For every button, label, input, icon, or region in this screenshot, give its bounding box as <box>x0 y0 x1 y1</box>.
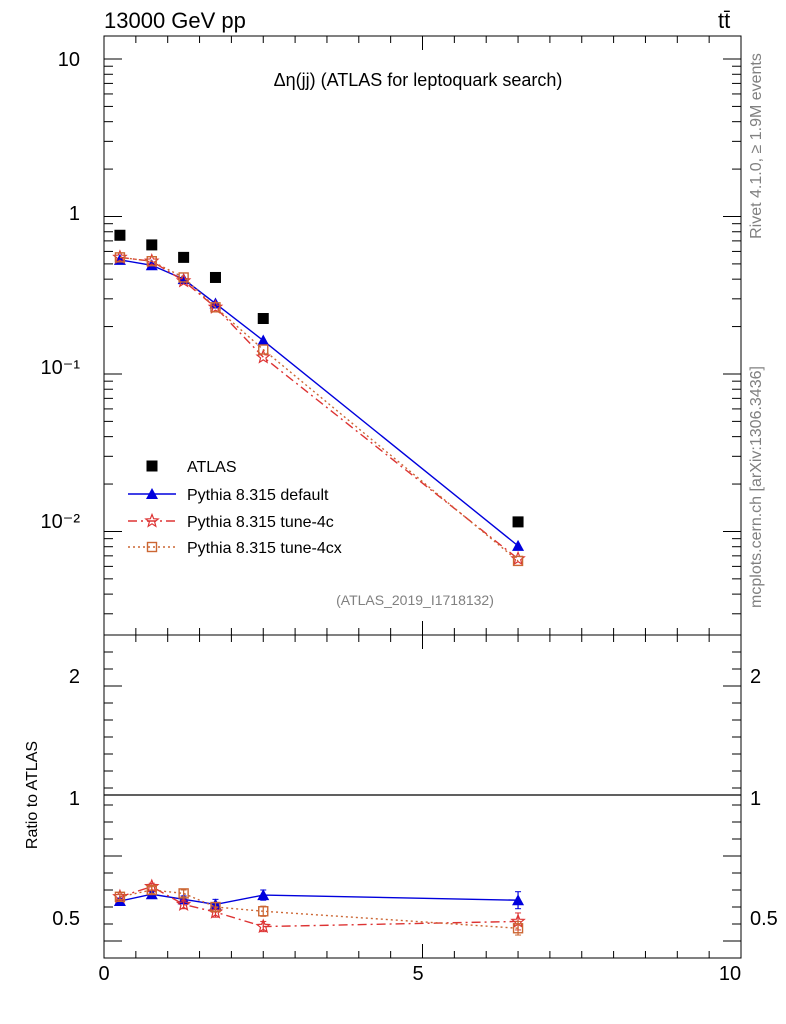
ratio-point-pythia-8-315-tune-4c <box>175 896 192 912</box>
ratio-y-tick-label: 0.5 <box>52 908 80 930</box>
x-tick-label: 5 <box>412 963 423 985</box>
ratio-panel-frame <box>103 634 742 959</box>
chart-title: Δη(jj) (ATLAS for leptoquark search) <box>274 70 563 90</box>
data-point-atlas <box>512 516 524 528</box>
series-line-pythia-8-315-tune-4cx <box>119 256 519 562</box>
ratio-series-group <box>112 878 526 936</box>
main-axis-ticks <box>103 36 742 635</box>
legend: ATLAS Pythia 8.315 default Pythia 8.315 … <box>128 459 342 557</box>
data-point-pythia-8-315-tune-4cx <box>178 272 189 283</box>
ratio-y-tick-label-right: 0.5 <box>750 908 778 930</box>
y-tick-label: 10⁻¹ <box>41 357 81 379</box>
series-line-pythia-8-315-default <box>119 259 519 547</box>
data-point-atlas <box>178 251 190 263</box>
legend-label-tune-4c: Pythia 8.315 tune-4c <box>187 514 334 531</box>
legend-marker-pythia-8-315-default <box>146 488 158 499</box>
ratio-y-tick-label: 2 <box>69 666 80 688</box>
collision-label: 13000 GeV pp <box>104 8 246 33</box>
main-series-group <box>112 229 526 567</box>
ratio-point-pythia-8-315-default <box>512 894 525 906</box>
ratio-line-pythia-8-315-tune-4c <box>119 885 519 928</box>
ratio-point-pythia-8-315-tune-4cx <box>210 901 221 913</box>
data-point-pythia-8-315-tune-4cx <box>146 256 157 267</box>
x-tick-label: 10 <box>719 963 741 985</box>
legend-label-tune-4cx: Pythia 8.315 tune-4cx <box>187 540 342 557</box>
y-tick-label: 10 <box>58 49 80 71</box>
data-point-pythia-8-315-tune-4c <box>255 348 272 364</box>
ratio-point-pythia-8-315-tune-4cx <box>512 923 524 934</box>
y-tick-label: 1 <box>69 203 80 225</box>
rivet-version-label: Rivet 4.1.0, ≥ 1.9M events <box>748 53 765 239</box>
ratio-point-pythia-8-315-default <box>257 889 270 901</box>
ratio-axis-ticks <box>103 635 742 958</box>
ratio-point-pythia-8-315-tune-4cx <box>258 906 269 917</box>
ratio-y-tick-label-right: 1 <box>750 788 761 810</box>
ratio-point-pythia-8-315-tune-4cx <box>178 888 189 899</box>
data-point-pythia-8-315-default <box>257 334 270 346</box>
data-point-pythia-8-315-tune-4cx <box>210 302 221 313</box>
legend-label-atlas: ATLAS <box>187 459 237 476</box>
data-point-pythia-8-315-default <box>145 259 158 271</box>
legend-marker-pythia-8-315-tune-4cx <box>146 541 158 553</box>
legend-label-default: Pythia 8.315 default <box>187 487 329 504</box>
ratio-point-pythia-8-315-default <box>113 895 126 907</box>
ratio-axis-label: Ratio to ATLAS <box>24 741 41 849</box>
data-point-atlas <box>114 229 126 241</box>
process-label: tt̄ <box>718 8 730 33</box>
ratio-point-pythia-8-315-tune-4cx <box>146 884 157 896</box>
data-point-pythia-8-315-tune-4cx <box>114 252 126 263</box>
ratio-point-pythia-8-315-tune-4c <box>255 918 272 934</box>
data-point-pythia-8-315-default <box>512 539 525 551</box>
mcplots-source-label: mcplots.cern.ch [arXiv:1306.3436] <box>748 366 765 608</box>
legend-marker-pythia-8-315-tune-4c <box>144 512 160 528</box>
data-point-pythia-8-315-tune-4cx <box>512 555 524 567</box>
data-point-atlas <box>257 313 269 325</box>
ratio-line-pythia-8-315-tune-4cx <box>119 889 519 929</box>
data-point-atlas <box>146 239 158 251</box>
ratio-line-pythia-8-315-default <box>119 893 519 906</box>
data-point-pythia-8-315-tune-4cx <box>258 344 269 355</box>
ratio-point-pythia-8-315-tune-4cx <box>114 891 126 902</box>
x-tick-label: 0 <box>98 963 109 985</box>
y-tick-label: 10⁻² <box>41 511 81 533</box>
data-point-atlas <box>209 271 221 283</box>
analysis-tag: (ATLAS_2019_I1718132) <box>336 592 494 608</box>
ratio-y-tick-label: 1 <box>69 788 80 810</box>
ratio-y-tick-label-right: 2 <box>750 666 761 688</box>
legend-marker-atlas <box>146 460 158 472</box>
